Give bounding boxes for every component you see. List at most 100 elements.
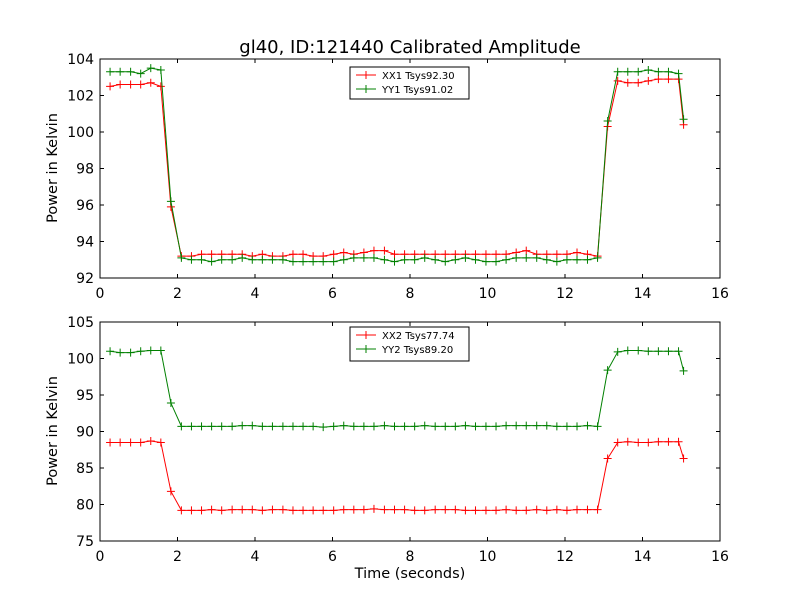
- data-point-marker: [562, 422, 571, 431]
- data-point-marker: [644, 76, 653, 85]
- data-point-marker: [278, 422, 287, 431]
- bottom-panel: 0 2 4 6 8 10 12 14 16 75 80 85 90 95 100 105 Power in Ke…: [45, 315, 729, 582]
- data-point-marker: [268, 422, 277, 431]
- data-point-marker: [583, 255, 592, 264]
- y-tick-label: 100: [67, 125, 94, 141]
- series-line-2: [110, 349, 685, 428]
- data-point-marker: [390, 250, 399, 259]
- data-point-marker: [552, 422, 561, 431]
- data-point-marker: [583, 421, 592, 430]
- data-point-marker: [679, 366, 688, 375]
- x-tick-label: 16: [711, 549, 729, 565]
- data-point-marker: [197, 506, 206, 515]
- y-tick-label: 92: [76, 271, 94, 287]
- data-point-marker: [471, 506, 480, 515]
- legend-marker: [362, 331, 370, 339]
- data-point-marker: [410, 506, 419, 515]
- data-point-marker: [431, 422, 440, 431]
- data-point-marker: [278, 255, 287, 264]
- legend-marker: [362, 85, 370, 93]
- data-point-marker: [613, 67, 622, 76]
- data-point-marker: [349, 422, 358, 431]
- data-point-marker: [441, 422, 450, 431]
- data-point-marker: [228, 255, 237, 264]
- y-tick-label: 95: [76, 388, 94, 404]
- x-tick-label: 2: [173, 286, 182, 302]
- x-tick-label: 10: [479, 286, 497, 302]
- series-line-1: [110, 440, 685, 511]
- data-point-marker: [492, 422, 501, 431]
- data-point-marker: [542, 421, 551, 430]
- data-point-marker: [238, 253, 247, 262]
- data-point-marker: [238, 505, 247, 514]
- data-point-marker: [349, 253, 358, 262]
- data-point-marker: [522, 421, 531, 430]
- data-point-marker: [644, 438, 653, 447]
- data-point-marker: [562, 255, 571, 264]
- data-point-marker: [461, 421, 470, 430]
- data-point-marker: [207, 250, 216, 259]
- data-point-marker: [410, 422, 419, 431]
- top-panel: 0 2 4 6 8 10 12 14 16 92 94 96 98 100 102 104 Power in K…: [45, 52, 729, 302]
- data-point-marker: [654, 75, 663, 84]
- data-point-marker: [573, 422, 582, 431]
- y-tick-label: 105: [67, 315, 94, 331]
- data-point-marker: [319, 257, 328, 266]
- data-point-marker: [441, 505, 450, 514]
- data-point-marker: [613, 347, 622, 356]
- data-point-marker: [603, 454, 612, 463]
- data-point-marker: [116, 438, 125, 447]
- data-point-marker: [156, 65, 165, 74]
- data-point-marker: [177, 422, 186, 431]
- data-point-marker: [349, 505, 358, 514]
- data-point-marker: [187, 255, 196, 264]
- data-point-marker: [522, 506, 531, 515]
- data-point-marker: [339, 505, 348, 514]
- data-point-marker: [664, 67, 673, 76]
- data-point-marker: [664, 75, 673, 84]
- data-point-marker: [146, 78, 155, 87]
- data-point-marker: [166, 487, 175, 496]
- data-point-marker: [339, 248, 348, 257]
- data-point-marker: [177, 506, 186, 515]
- data-point-marker: [593, 505, 602, 514]
- data-point-marker: [562, 506, 571, 515]
- legend-marker: [362, 71, 370, 79]
- data-point-marker: [542, 506, 551, 515]
- data-point-marker: [502, 505, 511, 514]
- y-tick-label: 90: [76, 425, 94, 441]
- data-point-marker: [126, 80, 135, 89]
- data-point-marker: [207, 257, 216, 266]
- legend-label: XX2 Tsys77.74: [382, 331, 455, 342]
- y-tick-label: 85: [76, 461, 94, 477]
- series-line-1: [109, 78, 685, 257]
- y-tick-label: 96: [76, 198, 94, 214]
- y-tick-label: 75: [76, 534, 94, 550]
- data-point-marker: [613, 438, 622, 447]
- data-point-marker: [238, 421, 247, 430]
- data-point-marker: [420, 421, 429, 430]
- data-point-marker: [380, 246, 389, 255]
- data-point-marker: [654, 437, 663, 446]
- data-point-marker: [492, 250, 501, 259]
- legend-label: XX1 Tsys92.30: [382, 71, 455, 82]
- x-tick-label: 12: [556, 549, 574, 565]
- data-point-marker: [369, 422, 378, 431]
- data-point-marker: [431, 255, 440, 264]
- data-point-marker: [146, 436, 155, 445]
- data-point-marker: [451, 255, 460, 264]
- data-point-marker: [228, 505, 237, 514]
- y-axis-label: Power in Kelvin: [45, 113, 61, 223]
- data-point-marker: [679, 454, 688, 463]
- data-point-marker: [532, 421, 541, 430]
- data-point-marker: [166, 399, 175, 408]
- data-point-marker: [369, 253, 378, 262]
- data-point-marker: [299, 250, 308, 259]
- x-axis-label: Time (seconds): [354, 566, 466, 582]
- data-point-marker: [197, 255, 206, 264]
- data-point-marker: [542, 255, 551, 264]
- x-tick-label: 14: [634, 286, 652, 302]
- data-point-marker: [126, 438, 135, 447]
- data-point-marker: [187, 422, 196, 431]
